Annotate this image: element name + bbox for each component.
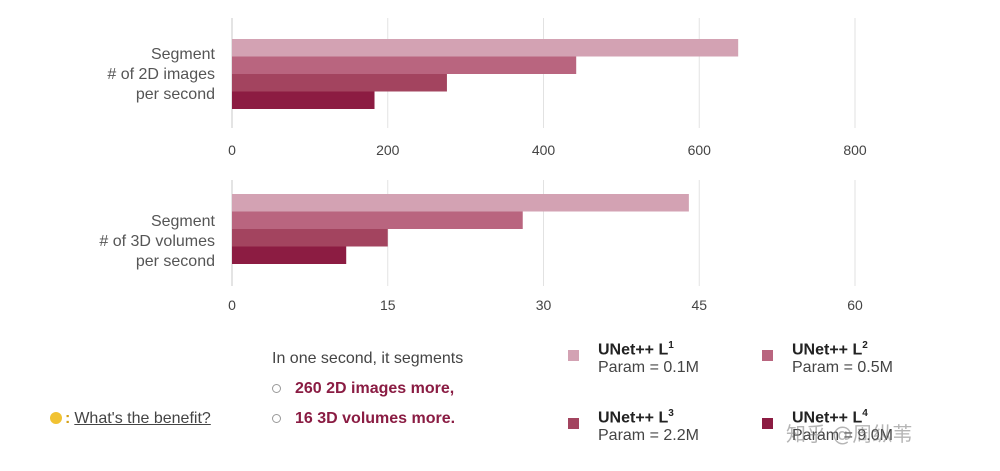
- legend-name-l4: UNet++ L4: [792, 408, 868, 427]
- watermark: 知乎 @周纵苇: [786, 422, 913, 446]
- chart1-bar-l4: [232, 91, 375, 109]
- benefit-text[interactable]: What's the benefit?: [74, 410, 211, 427]
- chart2-tick-label: 15: [380, 297, 396, 313]
- legend-param-l1: Param = 0.1M: [598, 359, 699, 376]
- legend-param-l3: Param = 2.2M: [598, 427, 699, 444]
- chart1-ylabel-line1: Segment: [150, 46, 215, 63]
- summary-bullet-1-text: 260 2D images more,: [295, 380, 455, 397]
- chart1-ylabel-line2: # of 2D images: [107, 66, 215, 83]
- chart2-bar-l1: [232, 194, 689, 212]
- chart2-ylabel-line1: Segment: [150, 213, 215, 230]
- chart2-tick-label: 30: [536, 297, 552, 313]
- bullet-circle-icon: [272, 414, 281, 424]
- chart2-tick-label: 45: [691, 297, 707, 313]
- chart2-tick-label: 0: [228, 297, 236, 313]
- summary-bullet-2-text: 16 3D volumes more.: [295, 410, 456, 427]
- legend-swatch-l3: [568, 418, 579, 429]
- legend-param-l2: Param = 0.5M: [792, 359, 893, 376]
- lightbulb-icon: [50, 412, 62, 424]
- chart1-ylabel-line3: per second: [135, 86, 215, 103]
- chart1-tick-label: 400: [532, 142, 556, 158]
- chart1-tick-label: 800: [843, 142, 867, 158]
- benefit-link[interactable]: : What's the benefit?: [50, 410, 211, 428]
- chart1-tick-label: 600: [688, 142, 712, 158]
- summary-bullet-2: 16 3D volumes more.: [272, 410, 455, 428]
- legend-swatch-l2: [762, 350, 773, 361]
- legend-name-l3: UNet++ L3: [598, 408, 674, 427]
- legend-swatch-l4: [762, 418, 773, 429]
- summary-lead: In one second, it segments: [272, 350, 464, 367]
- summary-bullet-1: 260 2D images more,: [272, 380, 454, 398]
- chart2-tick-label: 60: [847, 297, 863, 313]
- chart2-ylabel-line3: per second: [135, 253, 215, 270]
- legend-name-l2: UNet++ L2: [792, 340, 868, 359]
- chart1-bar-l3: [232, 74, 447, 92]
- legend-name-l1: UNet++ L1: [598, 340, 674, 359]
- chart1-ylabel: Segment # of 2D images per second: [15, 45, 215, 105]
- chart1-tick-label: 200: [376, 142, 400, 158]
- chart2-ylabel-line2: # of 3D volumes: [99, 233, 215, 250]
- chart2-bar-l3: [232, 229, 388, 247]
- chart2-ylabel: Segment # of 3D volumes per second: [15, 212, 215, 272]
- chart2-bar-l4: [232, 246, 347, 264]
- bullet-circle-icon: [272, 384, 281, 394]
- legend-swatch-l1: [568, 350, 579, 361]
- legend-param-l4: Param = 9.0M: [792, 427, 893, 444]
- chart2-bar-l2: [232, 211, 523, 229]
- chart1-bar-l2: [232, 56, 577, 74]
- chart1-tick-label: 0: [228, 142, 236, 158]
- chart1-bar-l1: [232, 39, 739, 57]
